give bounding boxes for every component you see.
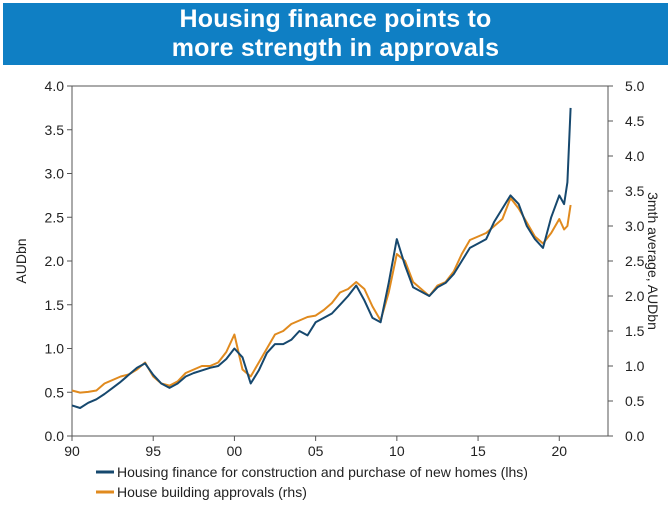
right-tick-label: 0.0	[625, 428, 645, 444]
right-axis-title: 3mth average, AUDbn	[645, 192, 661, 330]
chart-title-line-1: Housing finance points to	[179, 5, 492, 33]
left-axis-title: AUDbn	[13, 238, 29, 283]
left-tick-label: 3.0	[45, 166, 65, 182]
right-axis-ticks: 0.0 0.5 1.0 1.5 2.0 2.5 3.0 3.5 4.0 4.5 5.0	[608, 78, 645, 444]
right-tick-label: 1.5	[625, 323, 645, 339]
right-tick-label: 0.5	[625, 393, 645, 409]
chart-title-line-2: more strength in approvals	[171, 34, 500, 62]
left-tick-label: 0.0	[45, 428, 65, 444]
x-tick-label: 95	[145, 443, 161, 459]
x-axis-ticks: 90 95 00 05 10 15 20	[64, 436, 567, 459]
x-tick-label: 15	[470, 443, 486, 459]
finance-series-line	[71, 107, 572, 409]
x-tick-label: 00	[227, 443, 243, 459]
right-tick-label: 4.5	[625, 113, 645, 129]
right-tick-label: 3.5	[625, 183, 645, 199]
left-tick-label: 2.0	[45, 253, 65, 269]
right-tick-label: 5.0	[625, 78, 645, 94]
right-tick-label: 1.0	[625, 358, 645, 374]
x-tick-label: 90	[64, 443, 80, 459]
legend-label-finance: Housing finance for construction and pur…	[117, 464, 528, 480]
left-tick-label: 2.5	[45, 209, 65, 225]
left-tick-label: 0.5	[45, 384, 65, 400]
approvals-series-line	[71, 197, 572, 394]
right-tick-label: 2.5	[625, 253, 645, 269]
x-tick-label: 20	[551, 443, 567, 459]
x-tick-label: 05	[308, 443, 324, 459]
right-tick-label: 4.0	[625, 148, 645, 164]
series-layer	[71, 107, 572, 409]
x-tick-label: 10	[389, 443, 405, 459]
left-axis-ticks: 0.0 0.5 1.0 1.5 2.0 2.5 3.0 3.5 4.0	[45, 78, 72, 444]
left-tick-label: 1.0	[45, 341, 65, 357]
right-tick-label: 3.0	[625, 218, 645, 234]
left-tick-label: 3.5	[45, 122, 65, 138]
left-tick-label: 1.5	[45, 297, 65, 313]
legend-label-approvals: House building approvals (rhs)	[117, 484, 307, 500]
chart-title-banner: Housing finance points to more strength …	[3, 3, 668, 65]
right-tick-label: 2.0	[625, 288, 645, 304]
left-tick-label: 4.0	[45, 78, 65, 94]
